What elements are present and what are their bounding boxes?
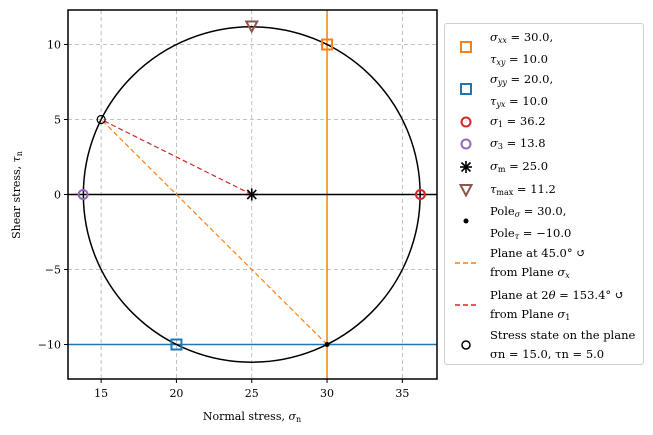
asterisk-icon — [460, 161, 472, 173]
circle-marker — [414, 189, 426, 200]
y-tick-label: 5 — [54, 114, 61, 127]
blue-square-icon — [460, 83, 472, 95]
mohr-circle-outline — [82, 26, 421, 363]
red-dashed-line-icon — [455, 304, 477, 306]
pole-marker — [324, 342, 330, 347]
legend-item-pole: Poleσ = 30.0, Poleτ = −10.0 — [445, 202, 645, 241]
pole-dot-icon — [463, 218, 469, 224]
y-axis-ticks: −10 −5 0 5 10 — [38, 39, 68, 352]
triangle-down-icon — [458, 184, 474, 197]
legend-item-stress-state: Stress state on the plane σn = 15.0, τn =… — [445, 326, 645, 364]
y-tick-label: −10 — [38, 339, 61, 352]
square-marker — [321, 38, 334, 51]
triangle-marker — [244, 20, 259, 34]
legend-item-sigma-3: σ3 = 13.8 — [445, 134, 645, 154]
legend-item-plane-2theta: Plane at 2θ = 153.4° ↺ from Plane σ1 — [445, 286, 645, 324]
circle-marker — [77, 189, 89, 200]
plane-dashed-line — [100, 119, 328, 345]
plane-dashed-line — [100, 118, 253, 196]
mohr-circle — [82, 26, 421, 363]
x-tick-label: 25 — [245, 387, 259, 400]
y-axis-label: Shear stress, τn — [10, 151, 24, 239]
legend-item-tau-max: τmax = 11.2 — [445, 180, 645, 200]
asterisk-marker — [245, 188, 258, 201]
x-tick-label: 35 — [395, 387, 409, 400]
legend-item-sigma-xx: σxx = 30.0, τxy = 10.0 — [445, 28, 645, 67]
x-axis-label: Normal stress, σn — [203, 410, 301, 424]
legend: σxx = 30.0, τxy = 10.0 σyy = 20.0, τyx = 1… — [444, 23, 644, 365]
legend-item-plane-45: Plane at 45.0° ↺ from Plane σx — [445, 244, 645, 282]
x-tick-label: 15 — [94, 387, 108, 400]
orange-square-icon — [460, 41, 472, 53]
y-tick-label: 0 — [54, 189, 61, 202]
data-series — [77, 20, 426, 351]
x-tick-label: 30 — [320, 387, 334, 400]
purple-circle-icon — [460, 138, 472, 150]
legend-item-sigma-1: σ1 = 36.2 — [445, 112, 645, 132]
legend-item-sigma-m: σm = 25.0 — [445, 157, 645, 177]
orange-dashed-line-icon — [455, 262, 477, 264]
square-marker — [170, 338, 183, 351]
legend-item-sigma-yy: σyy = 20.0, τyx = 10.0 — [445, 70, 645, 109]
y-tick-label: 10 — [47, 39, 61, 52]
red-circle-icon — [460, 116, 472, 128]
open-circle-icon — [461, 340, 471, 350]
stress-state-marker — [96, 114, 106, 125]
x-tick-label: 20 — [169, 387, 183, 400]
y-tick-label: −5 — [45, 264, 61, 277]
x-axis-ticks: 15 20 25 30 35 — [94, 379, 409, 400]
